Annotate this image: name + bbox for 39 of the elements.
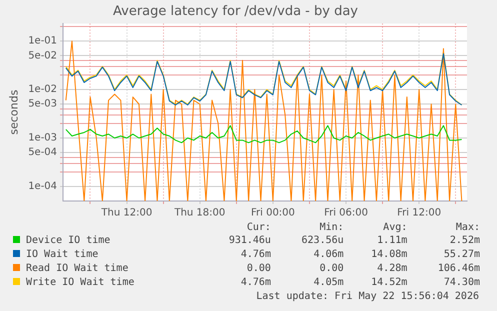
text: 14.52m <box>370 276 408 290</box>
text: 0.00 <box>318 262 344 276</box>
legend-label: Write IO Wait time <box>26 277 134 288</box>
legend-label: Device IO time <box>26 235 110 246</box>
text: 74.30m <box>442 276 480 290</box>
text: Min: <box>318 222 344 234</box>
text: 623.56u <box>300 234 344 248</box>
x-tick-label: Thu 18:00 <box>173 208 226 219</box>
text: 1.11m <box>376 234 408 248</box>
y-tick-label: 5e-04 <box>28 147 58 158</box>
text: 0.00 <box>246 262 271 276</box>
text: 2.52m <box>448 234 480 248</box>
text: 14.08m <box>370 248 408 262</box>
y-tick-label: 5e-03 <box>28 98 58 110</box>
x-tick-label: Thu 12:00 <box>100 208 152 219</box>
text: 4.76m <box>240 276 271 290</box>
text: Cur: <box>246 222 271 234</box>
legend-label: Read IO Wait time <box>26 263 128 274</box>
text: Avg: <box>382 222 408 234</box>
x-tick-label: Fri 00:00 <box>250 208 295 219</box>
y-axis-title: seconds <box>7 90 20 135</box>
text: 4.05m <box>312 276 344 290</box>
text: 106.46m <box>436 262 480 276</box>
text: 4.28m <box>376 262 408 276</box>
text: 931.46u <box>228 234 271 248</box>
y-tick-label: 1e-04 <box>28 181 58 192</box>
y-tick-label: 1e-01 <box>28 36 58 47</box>
text: 4.76m <box>240 248 271 262</box>
y-tick-label: 1e-02 <box>28 84 58 96</box>
legend-label: IO Wait time <box>26 249 98 260</box>
chart-title: Average latency for /dev/vda - by day <box>113 4 358 20</box>
x-tick-label: Fri 06:00 <box>324 208 368 219</box>
y-tick-label: 5e-02 <box>28 50 58 62</box>
text: 55.27m <box>442 248 480 262</box>
x-tick-label: Fri 12:00 <box>397 208 442 219</box>
text: 4.06m <box>312 248 344 262</box>
text: Last update: Fri May 22 15:56:04 2026 <box>255 290 480 304</box>
text: Max: <box>454 222 480 234</box>
y-tick-label: 1e-03 <box>28 132 58 144</box>
